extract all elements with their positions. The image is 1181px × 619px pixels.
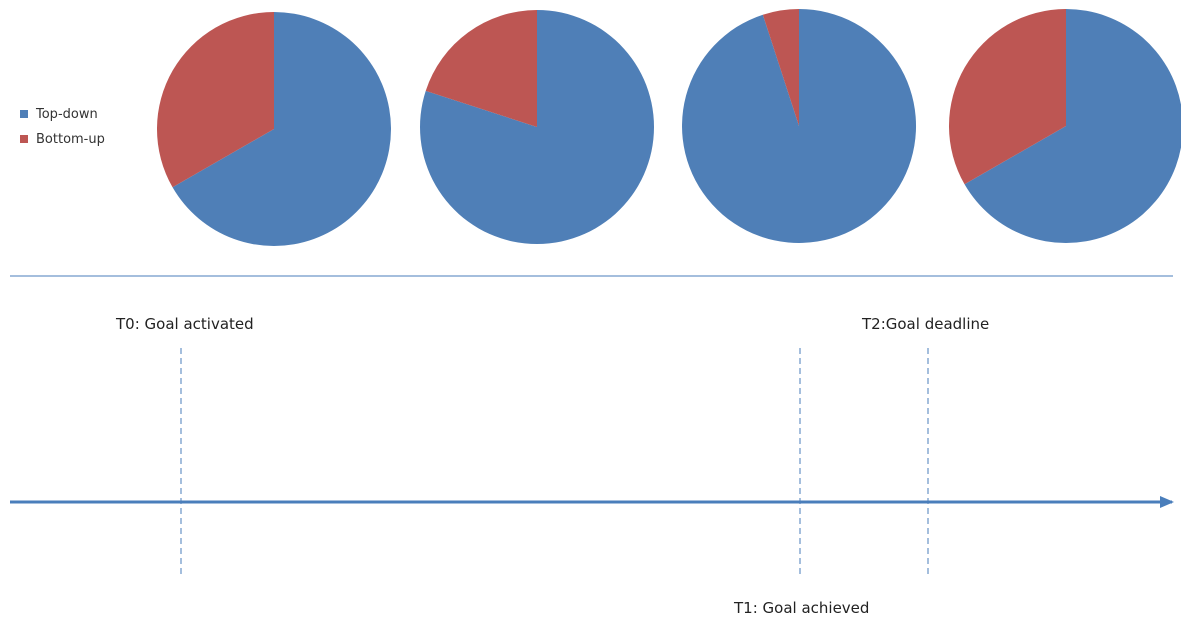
pie-3: [682, 8, 917, 243]
timeline-events: T0: Goal activated T1: Goal achieved T2:…: [115, 315, 989, 617]
pie-1: [156, 12, 391, 246]
pie-1-slice-bottom-up: [156, 12, 274, 188]
pie-3-slice-bottom-up: [762, 9, 799, 126]
legend-label-top-down: Top-down: [35, 107, 98, 122]
event-label-t0: T0: Goal activated: [115, 315, 254, 333]
pie-1-slice-top-down: [172, 12, 391, 246]
legend: Top-down Bottom-up: [20, 107, 105, 147]
pie-2-slice-bottom-up: [425, 10, 537, 127]
legend-swatch-top-down: [20, 110, 28, 118]
pie-4-slice-top-down: [964, 9, 1181, 243]
pie-4-slice-bottom-up: [948, 9, 1066, 185]
event-label-t2: T2:Goal deadline: [861, 315, 989, 333]
event-label-t1: T1: Goal achieved: [733, 599, 869, 617]
pie-4: [948, 9, 1181, 243]
pie-2-slice-top-down: [420, 9, 655, 244]
pie-charts: [156, 8, 1181, 246]
legend-swatch-bottom-up: [20, 135, 28, 143]
legend-label-bottom-up: Bottom-up: [36, 132, 105, 147]
pie-3-slice-top-down: [682, 8, 917, 243]
pie-2: [420, 9, 655, 244]
